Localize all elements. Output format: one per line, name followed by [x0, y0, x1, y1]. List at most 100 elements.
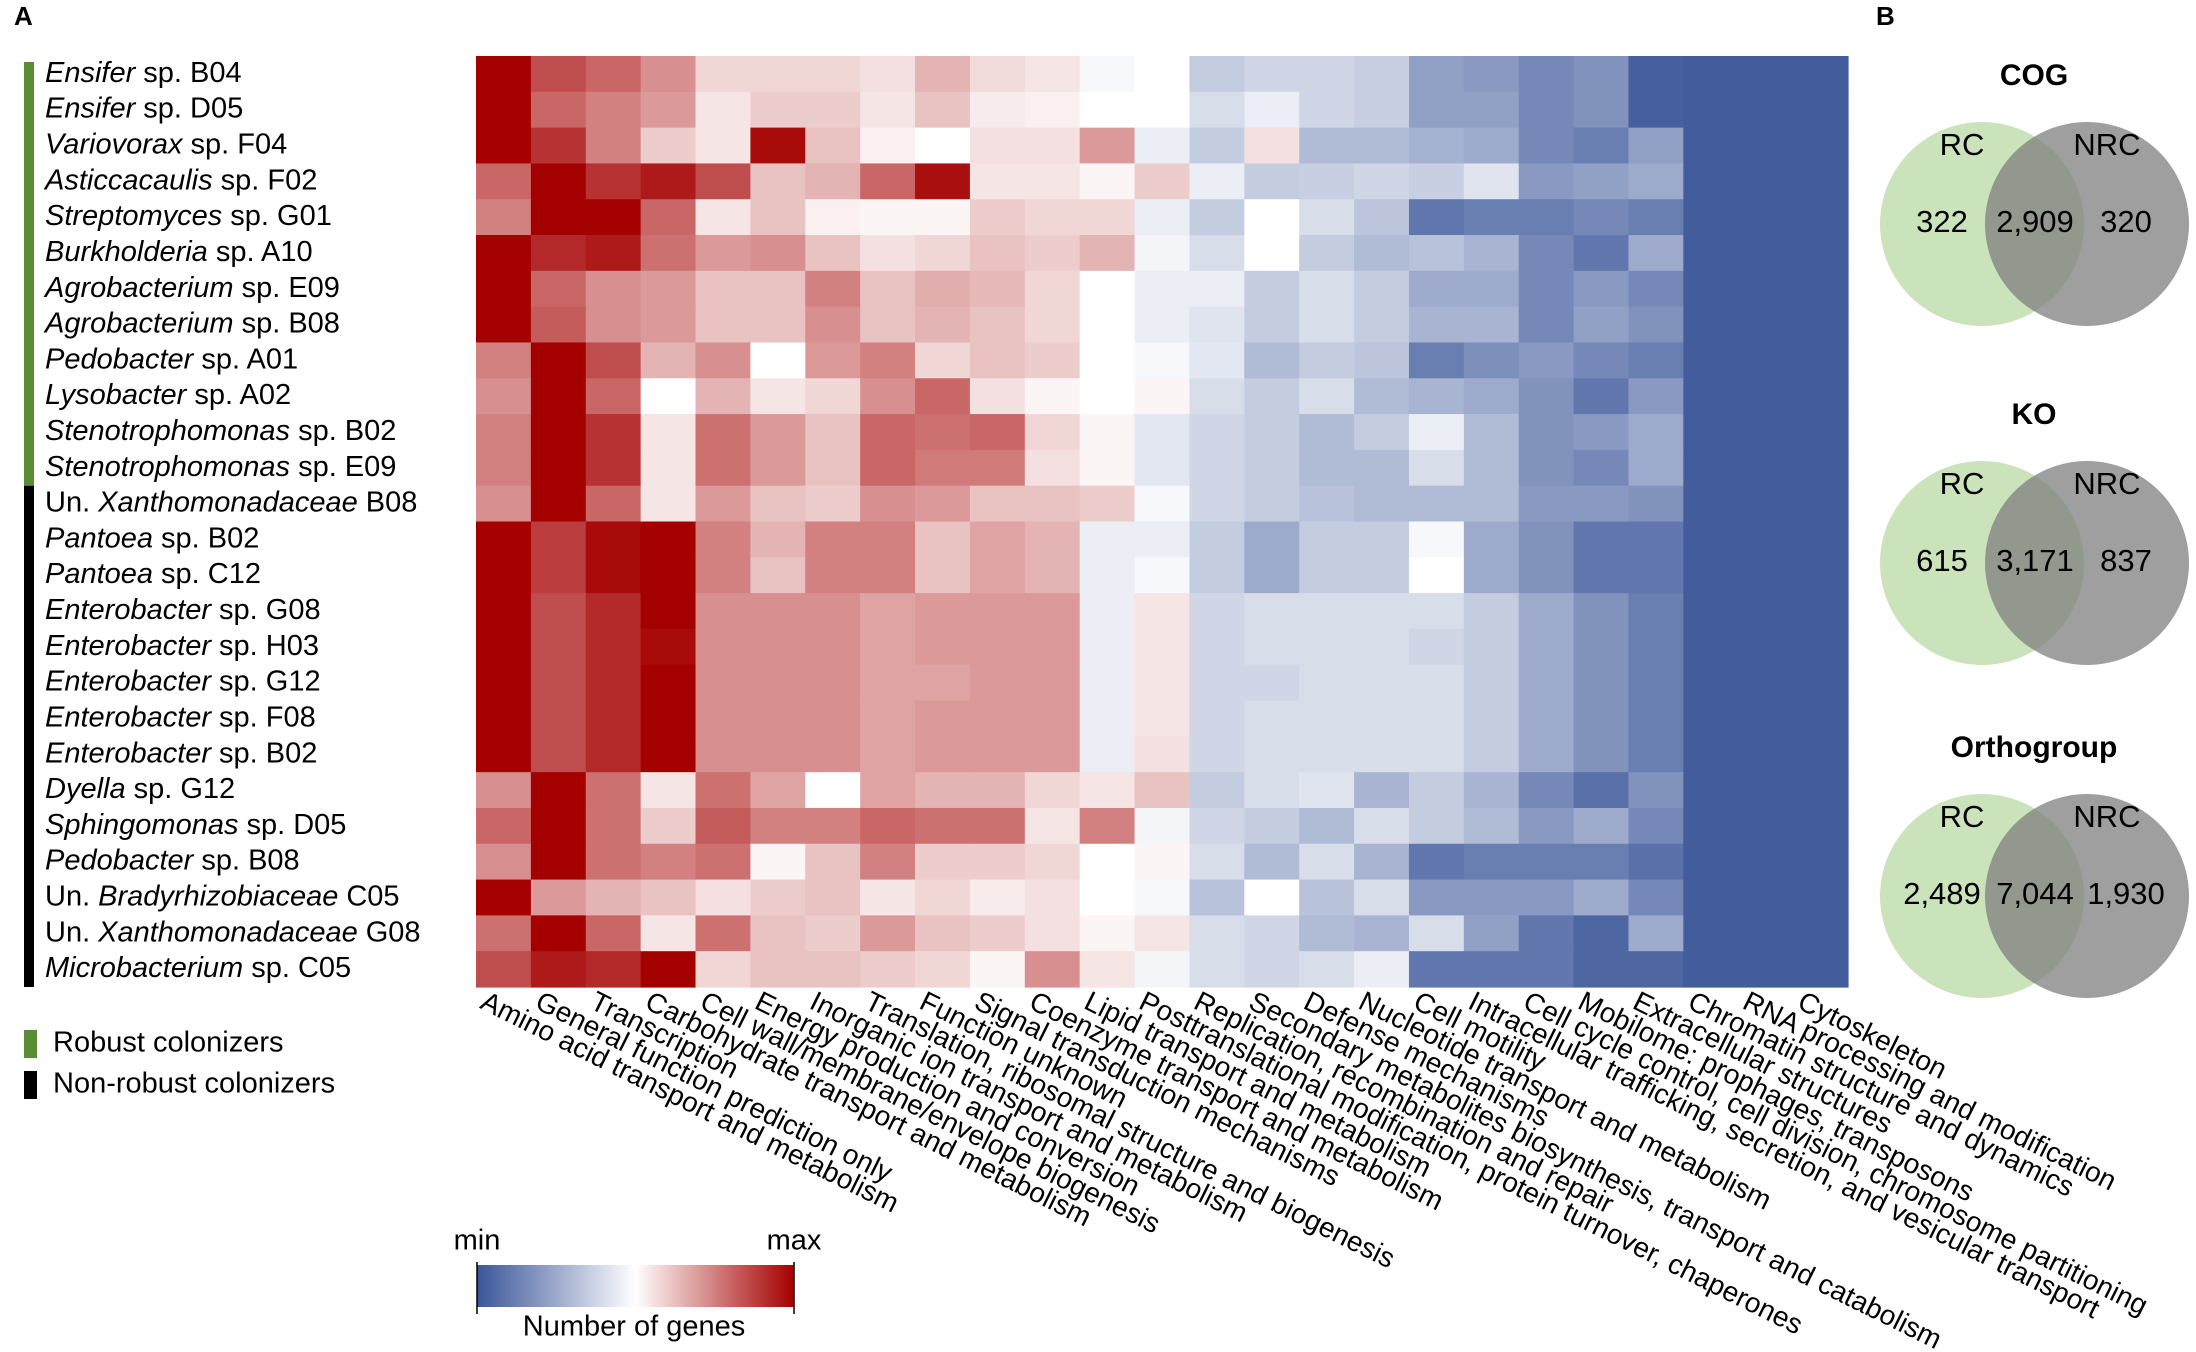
- heatmap-cell: [585, 91, 642, 129]
- heatmap-cell: [1408, 807, 1465, 845]
- heatmap-cell: [585, 414, 642, 451]
- venn-count: 615: [1916, 543, 1968, 578]
- heatmap-cell: [585, 485, 642, 523]
- heatmap-cell: [1408, 664, 1465, 702]
- heatmap-cell: [805, 91, 861, 129]
- heatmap-cell: [915, 772, 971, 809]
- heatmap-cell: [530, 736, 587, 773]
- heatmap-cell: [1683, 879, 1739, 916]
- heatmap-cell: [695, 127, 751, 165]
- heatmap-cell: [640, 593, 697, 630]
- heatmap-cell: [1463, 736, 1520, 773]
- heatmap-cell: [915, 449, 971, 487]
- heatmap-cell: [1189, 414, 1245, 451]
- heatmap-cell: [1518, 557, 1575, 594]
- heatmap-cell: [1518, 306, 1575, 344]
- row-label: Agrobacterium sp. E09: [43, 271, 340, 303]
- heatmap-cell: [1134, 557, 1191, 594]
- heatmap-cell: [805, 807, 861, 845]
- heatmap-cell: [476, 879, 532, 916]
- heatmap-cell: [476, 56, 532, 93]
- heatmap-cell: [1354, 772, 1410, 809]
- heatmap-cell: [805, 378, 861, 415]
- row-label: Ensifer sp. B04: [45, 57, 242, 89]
- heatmap-cell: [476, 736, 532, 773]
- heatmap-cell: [1628, 557, 1684, 594]
- row-label-suffix: sp. G12: [134, 773, 236, 805]
- heatmap-cell: [1573, 915, 1630, 952]
- heatmap-cell: [1189, 915, 1245, 952]
- heatmap-cell: [860, 306, 916, 344]
- heatmap-cell: [1134, 235, 1191, 272]
- heatmap-cell: [476, 485, 532, 523]
- heatmap-cell: [1518, 593, 1575, 630]
- heatmap-cell: [969, 879, 1026, 916]
- heatmap-cell: [1573, 199, 1630, 236]
- heatmap-cell: [750, 56, 806, 93]
- heatmap-cell: [750, 593, 806, 630]
- venn-set-label: RC: [1940, 799, 1985, 834]
- heatmap-cell: [585, 879, 642, 916]
- heatmap-cell: [530, 485, 587, 523]
- group-bar: [24, 62, 34, 486]
- heatmap-cell: [915, 664, 971, 702]
- heatmap-cell: [1738, 736, 1794, 773]
- heatmap-cell: [1518, 163, 1575, 200]
- heatmap-cell: [1354, 807, 1410, 845]
- heatmap-cell: [1738, 700, 1794, 737]
- heatmap-cell: [1793, 700, 1849, 737]
- heatmap-cell: [1628, 449, 1684, 487]
- heatmap-cell: [1793, 56, 1849, 93]
- heatmap-cell: [1244, 951, 1300, 988]
- heatmap-cell: [750, 915, 806, 952]
- heatmap-cell: [1683, 807, 1739, 845]
- heatmap-cell: [1408, 342, 1465, 379]
- heatmap-cell: [1244, 628, 1300, 666]
- heatmap-cell: [860, 91, 916, 129]
- heatmap-cell: [1189, 628, 1245, 666]
- heatmap-cell: [1628, 56, 1684, 93]
- heatmap-cell: [1628, 915, 1684, 952]
- heatmap-cell: [1134, 449, 1191, 487]
- heatmap-cell: [750, 772, 806, 809]
- heatmap-cell: [915, 843, 971, 881]
- heatmap-cell: [1299, 664, 1355, 702]
- row-label: Asticcacaulis sp. F02: [43, 164, 317, 196]
- heatmap-cell: [1079, 521, 1136, 558]
- venn-title: KO: [2012, 398, 2057, 431]
- heatmap-cell: [1408, 91, 1465, 129]
- row-label: Stenotrophomonas sp. B02: [45, 415, 396, 447]
- heatmap-cell: [750, 485, 806, 523]
- heatmap-cell: [530, 915, 587, 952]
- row-label-italic: Pantoea: [45, 558, 153, 590]
- heatmap-cell: [476, 342, 532, 379]
- heatmap-cell: [1408, 736, 1465, 773]
- heatmap-cell: [1793, 270, 1849, 308]
- heatmap-cell: [1299, 414, 1355, 451]
- heatmap-cell: [1683, 235, 1739, 272]
- heatmap-cell: [915, 342, 971, 379]
- heatmap-cell: [1244, 593, 1300, 630]
- heatmap-cell: [969, 342, 1026, 379]
- heatmap-cell: [1189, 700, 1245, 737]
- heatmap-cell: [1079, 700, 1136, 737]
- heatmap-cell: [695, 270, 751, 308]
- heatmap-cell: [1793, 807, 1849, 845]
- heatmap-cell: [860, 485, 916, 523]
- heatmap-cell: [1299, 951, 1355, 988]
- heatmap-cell: [969, 736, 1026, 773]
- heatmap-cell: [1573, 700, 1630, 737]
- heatmap-cell: [1244, 163, 1300, 200]
- heatmap-cell: [1683, 485, 1739, 523]
- heatmap-cell: [969, 306, 1026, 344]
- heatmap-cell: [750, 270, 806, 308]
- row-label-suffix: sp. A01: [201, 343, 298, 375]
- heatmap-cell: [1354, 628, 1410, 666]
- heatmap-cell: [1738, 843, 1794, 881]
- row-label: Burkholderia sp. A10: [45, 236, 313, 268]
- heatmap-cell: [695, 593, 751, 630]
- heatmap-cell: [1299, 163, 1355, 200]
- heatmap-cell: [1354, 521, 1410, 558]
- heatmap-cell: [1244, 270, 1300, 308]
- heatmap-cell: [860, 342, 916, 379]
